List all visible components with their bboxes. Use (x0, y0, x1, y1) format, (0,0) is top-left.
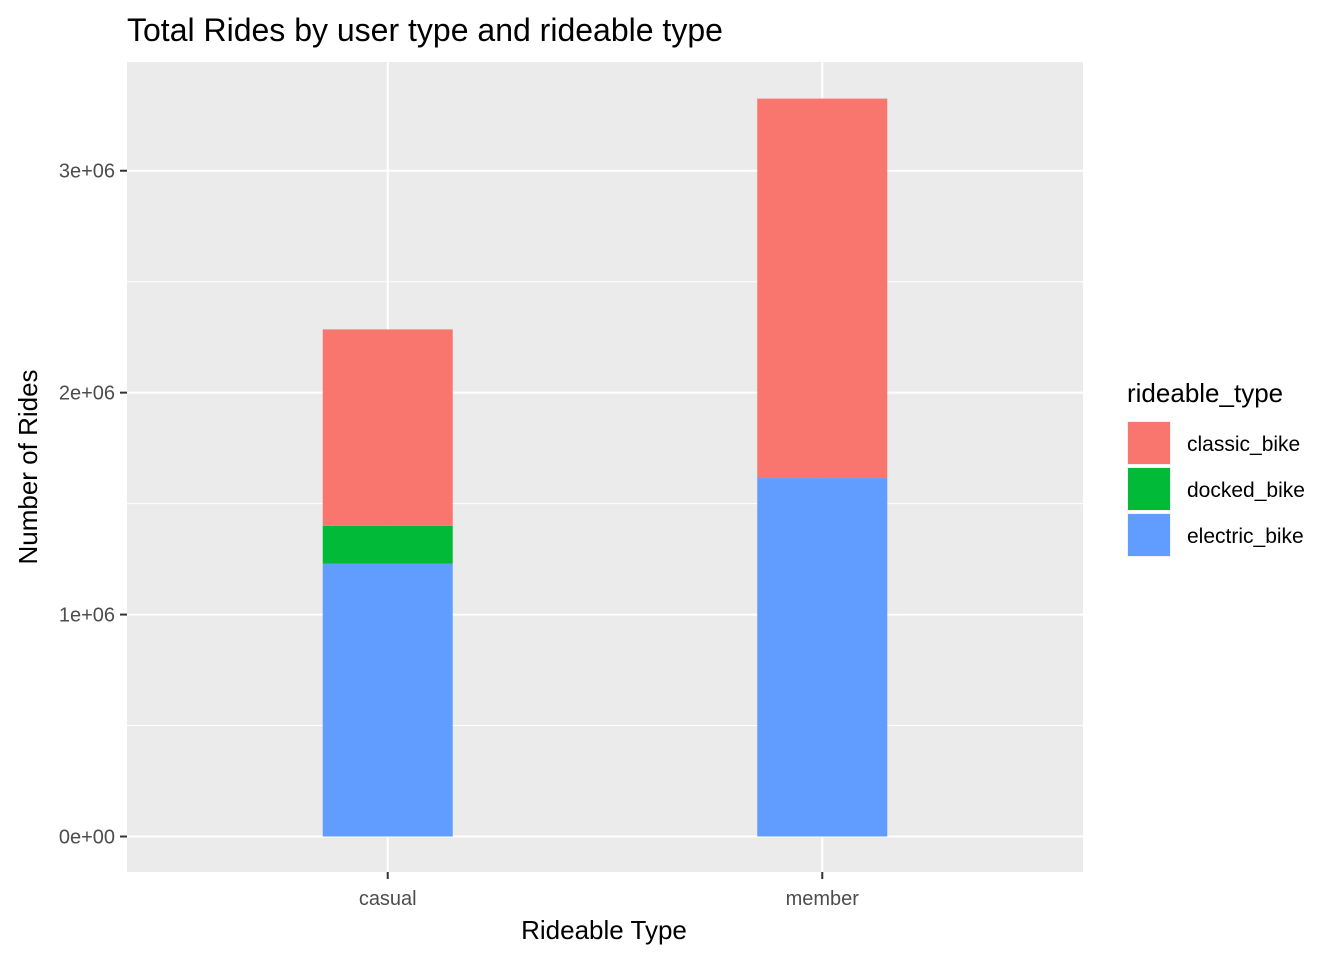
bar-member-classic_bike (757, 98, 888, 479)
y-tick-label: 2e+06 (59, 383, 115, 405)
x-axis-title: Rideable Type (521, 915, 687, 945)
legend-label-classic_bike: classic_bike (1187, 433, 1300, 456)
legend-label-electric_bike: electric_bike (1187, 525, 1304, 548)
minor-gridlines (127, 281, 1083, 727)
y-tick-label: 3e+06 (59, 161, 115, 183)
bar-casual-docked_bike (322, 525, 453, 564)
legend-swatch-docked_bike (1128, 468, 1170, 510)
plot-panel (127, 62, 1083, 872)
y-tick-label: 1e+06 (59, 605, 115, 627)
legend-label-docked_bike: docked_bike (1187, 479, 1305, 502)
x-tick-label: casual (359, 888, 417, 910)
legend-title: rideable_type (1127, 378, 1283, 408)
bar-casual-classic_bike (322, 329, 453, 526)
legend: rideable_type classic_bike docked_bikeele… (1127, 378, 1305, 557)
y-axis-title: Number of Rides (13, 369, 43, 564)
x-axis: casual member (359, 872, 859, 910)
x-tick-label: member (786, 888, 860, 910)
bar-casual-electric_bike (322, 563, 453, 837)
bars (322, 98, 888, 837)
legend-swatch-electric_bike (1128, 514, 1170, 556)
legend-swatch-classic_bike (1128, 422, 1170, 464)
bar-member-electric_bike (757, 478, 888, 837)
y-tick-label: 0e+00 (59, 826, 115, 848)
y-axis: 0e+00 1e+06 2e+06 3e+06 (59, 161, 127, 848)
chart-title: Total Rides by user type and rideable ty… (127, 12, 723, 48)
